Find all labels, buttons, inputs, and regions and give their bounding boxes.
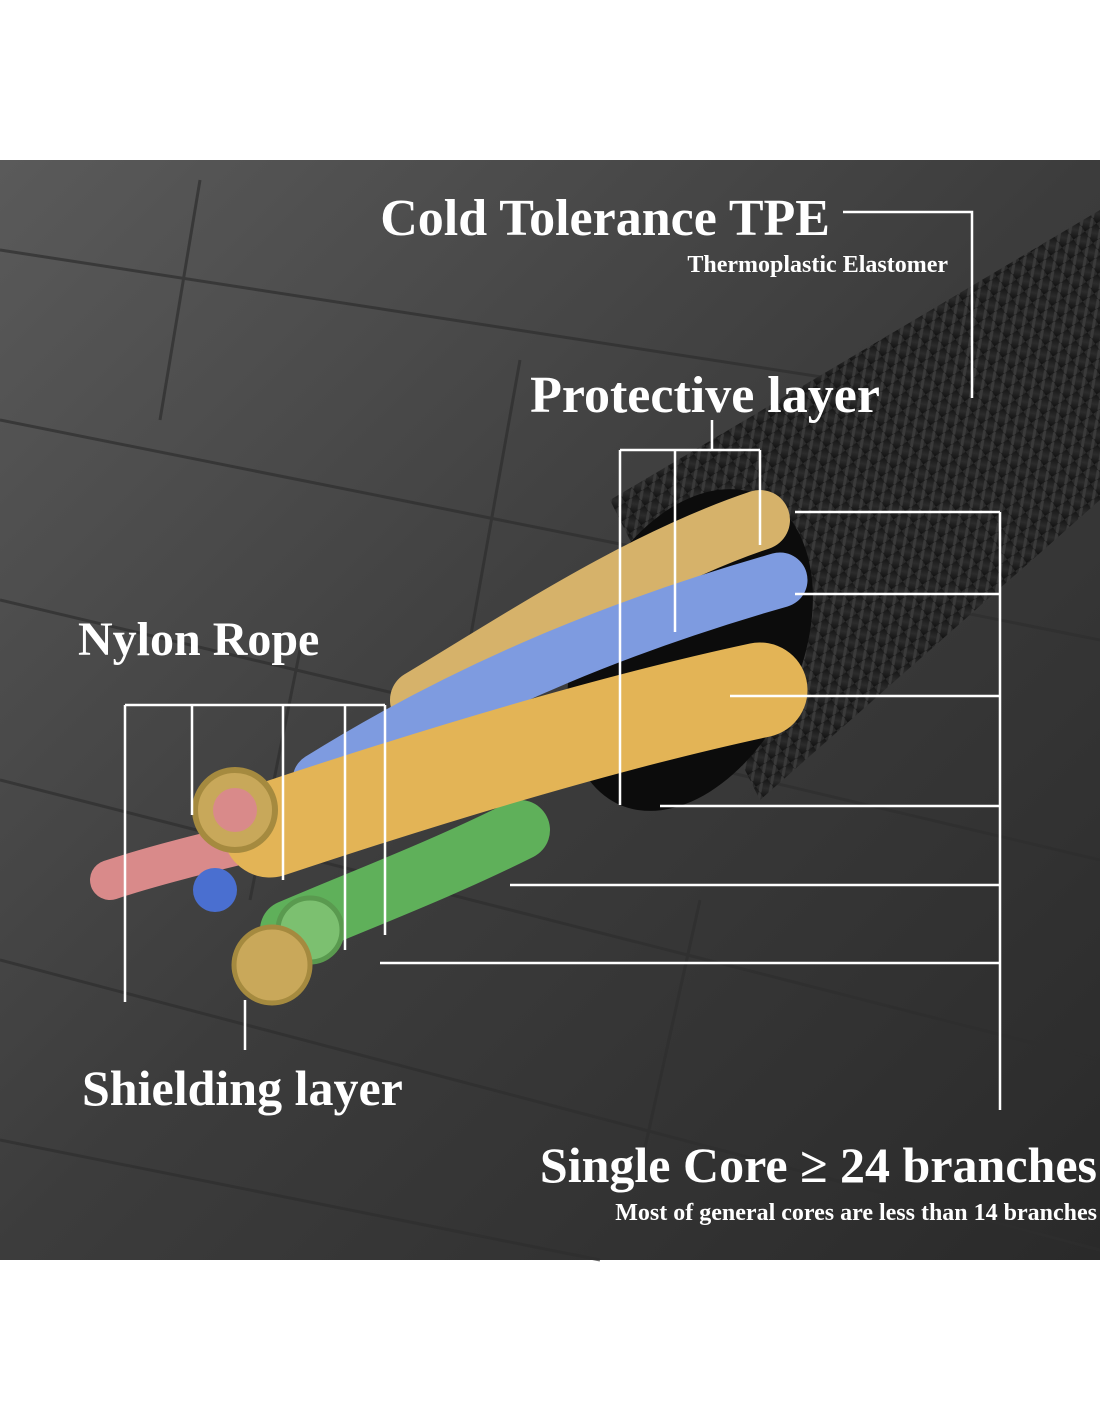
label-title: Cold Tolerance TPE bbox=[380, 190, 830, 247]
label-title: Shielding layer bbox=[82, 1060, 403, 1116]
label-subtitle: Thermoplastic Elastomer bbox=[687, 252, 948, 278]
wires bbox=[90, 490, 808, 1006]
label-title: Protective layer bbox=[530, 367, 880, 424]
leader-lines bbox=[123, 210, 1002, 1110]
label-subtitle: Most of general cores are less than 14 b… bbox=[615, 1200, 1097, 1226]
label-title: Single Core ≥ 24 branches bbox=[540, 1137, 1097, 1193]
label-title: Nylon Rope bbox=[78, 613, 319, 666]
